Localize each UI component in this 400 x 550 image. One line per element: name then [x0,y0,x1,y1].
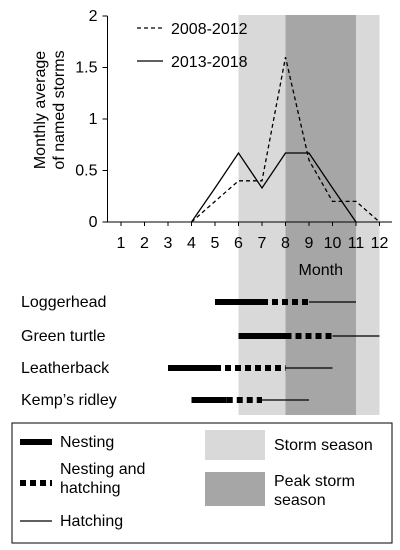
legend-nesting-label: Nesting [60,434,114,451]
species-label: Green turtle [21,328,106,345]
x-axis-label: Month [299,262,343,279]
legend-nesting-hatching-label: hatching [60,480,121,497]
x-tick-label: 1 [117,235,126,252]
x-tick-label: 8 [281,235,290,252]
series-line-2008-2012 [191,57,380,223]
species-label: Leatherback [21,360,110,377]
x-tick-label: 4 [187,235,196,252]
legend-peak-storm-season-label: Peak storm [274,473,355,490]
y-axis-label-line: Monthly average [32,51,49,169]
legend-storm-season-swatch [205,430,265,460]
series-line-2013-2018 [190,151,357,223]
y-axis-label: Monthly average of named storms [32,50,68,169]
x-tick-label: 12 [371,235,389,252]
y-tick-label: 0 [89,214,98,231]
legend-peak-storm-season-label: season [274,492,326,509]
x-tick-label: 7 [258,235,267,252]
species-label: Kemp’s ridley [21,392,117,409]
x-tick-label: 9 [305,235,314,252]
legend-box [11,422,393,544]
legend: Nesting Nesting and hatching Hatching Storm … [11,422,393,544]
y-tick-label: 1 [89,111,98,128]
x-tick-label: 11 [348,235,365,252]
legend-hatching-label: Hatching [60,513,123,530]
y-tick-label: 0.5 [75,163,97,180]
y-tick-label: 1.5 [75,60,97,77]
x-tick-label: 3 [164,235,173,252]
species-label: Loggerhead [21,294,106,311]
season-bands [238,15,380,415]
legend-nesting-hatching-label: Nesting and [60,461,145,478]
y-tick-label: 2 [89,8,98,25]
peak-storm-season-band [285,15,356,415]
x-tick-label: 10 [324,235,342,252]
y-axis-label-line: of named storms [51,50,68,169]
series-legend-label: 2008-2012 [171,21,248,38]
x-tick-label: 5 [211,235,220,252]
series-legend-label: 2013-2018 [171,54,248,71]
legend-storm-season-label: Storm season [274,437,373,454]
x-tick-label: 2 [140,235,149,252]
species-timeline: Loggerhead Green turtle Leatherback Kemp’s … [21,294,380,409]
x-tick-label: 6 [234,235,243,252]
legend-peak-storm-season-swatch [205,472,265,506]
